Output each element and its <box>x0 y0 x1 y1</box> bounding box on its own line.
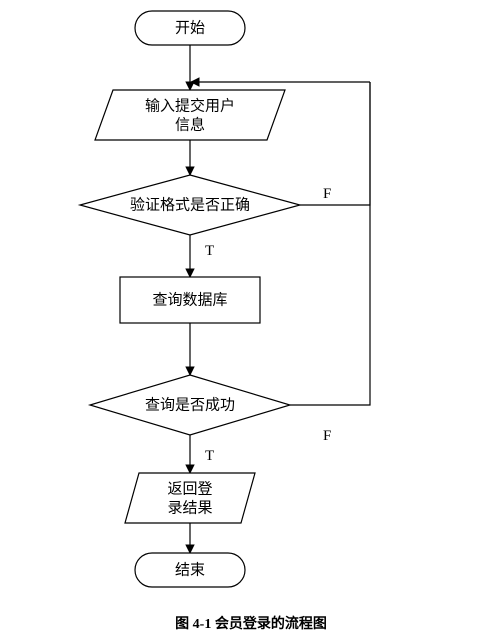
label: 信息 <box>175 116 205 133</box>
node-validate: 验证格式是否正确 <box>80 175 300 235</box>
label: 返回登 <box>167 480 212 497</box>
node-start: 开始 <box>135 11 245 45</box>
edge-label-success_true: T <box>205 448 214 464</box>
figure-caption: 图 4-1 会员登录的流程图 <box>175 615 327 632</box>
label: 查询是否成功 <box>145 396 235 413</box>
label: 查询数据库 <box>152 291 227 308</box>
label: 验证格式是否正确 <box>130 196 250 213</box>
node-query: 查询数据库 <box>120 277 260 323</box>
edge-success-false-up <box>290 82 370 405</box>
node-success: 查询是否成功 <box>90 375 290 435</box>
edge-label-validate_false: F <box>323 186 331 202</box>
node-input: 输入提交用户信息 <box>95 90 285 140</box>
edge-validate-false-up <box>300 82 370 205</box>
label: 结束 <box>175 561 205 578</box>
label: 开始 <box>175 19 205 36</box>
label: 输入提交用户 <box>145 96 235 114</box>
node-result: 返回登录结果 <box>125 473 255 523</box>
node-end: 结束 <box>135 553 245 587</box>
edge-label-validate_true: T <box>205 243 214 259</box>
edge-label-success_false: F <box>323 428 331 444</box>
label: 录结果 <box>167 499 212 516</box>
